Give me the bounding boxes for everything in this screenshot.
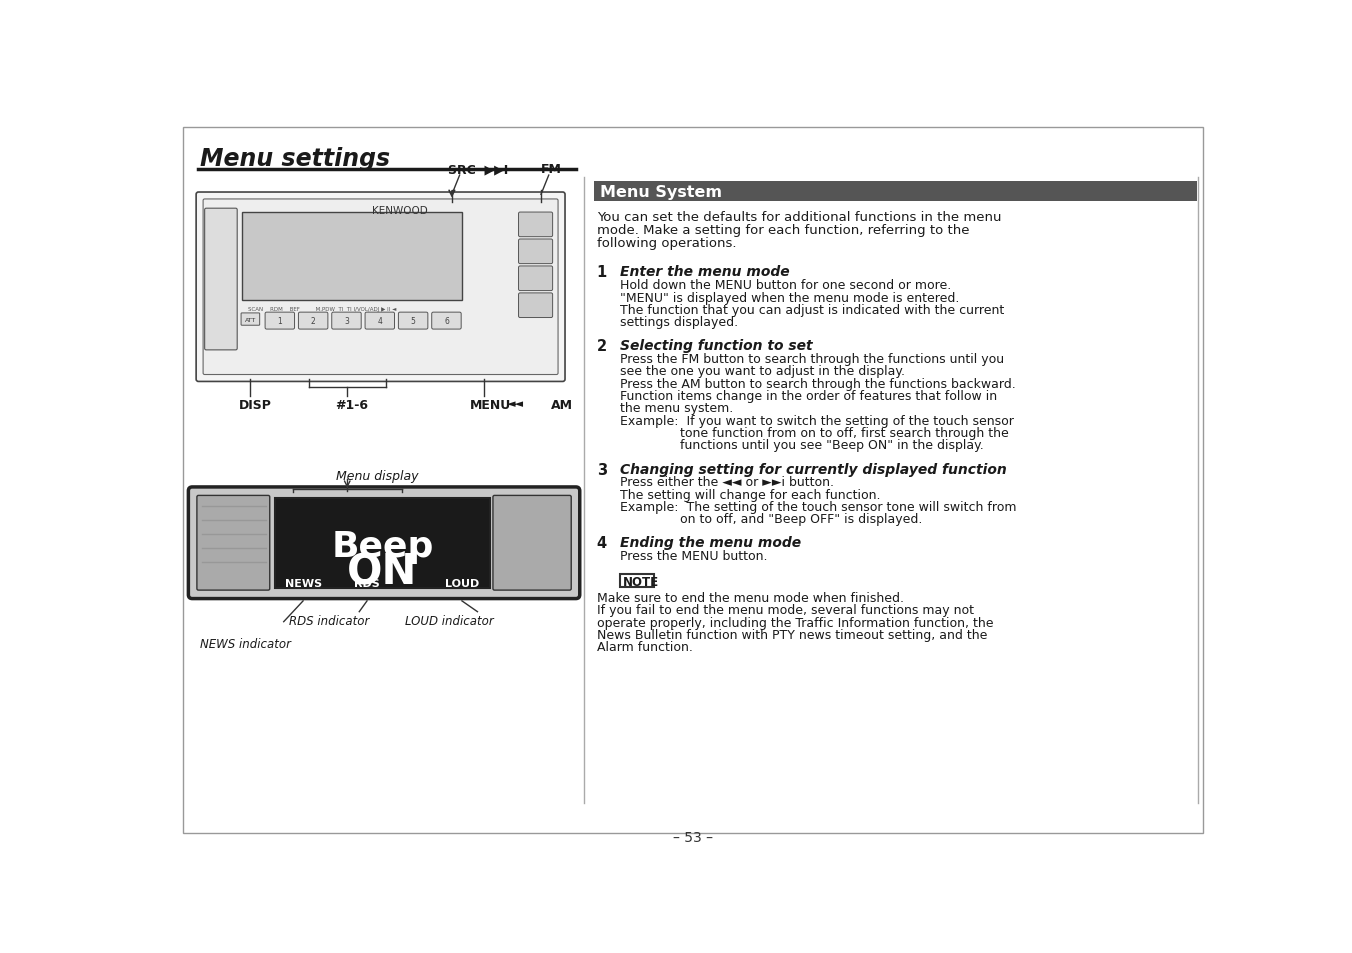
Text: Selecting function to set: Selecting function to set [621, 339, 813, 353]
Text: NEWS: NEWS [284, 578, 322, 588]
Text: 4: 4 [377, 316, 383, 326]
Text: LOUD indicator: LOUD indicator [406, 615, 493, 627]
Text: on to off, and "Beep OFF" is displayed.: on to off, and "Beep OFF" is displayed. [621, 513, 922, 526]
Text: Changing setting for currently displayed function: Changing setting for currently displayed… [621, 462, 1007, 476]
FancyBboxPatch shape [299, 313, 329, 330]
Text: You can set the defaults for additional functions in the menu: You can set the defaults for additional … [596, 211, 1002, 224]
FancyBboxPatch shape [519, 240, 553, 264]
Text: Menu display: Menu display [335, 470, 418, 483]
FancyBboxPatch shape [204, 209, 237, 351]
Text: Example:  If you want to switch the setting of the touch sensor: Example: If you want to switch the setti… [621, 415, 1014, 427]
FancyBboxPatch shape [242, 213, 462, 300]
Text: Ending the menu mode: Ending the menu mode [621, 536, 802, 550]
Text: If you fail to end the menu mode, several functions may not: If you fail to end the menu mode, severa… [596, 603, 973, 617]
Text: RDS indicator: RDS indicator [289, 615, 369, 627]
Text: operate properly, including the Traffic Information function, the: operate properly, including the Traffic … [596, 616, 994, 629]
Text: 6: 6 [443, 316, 449, 326]
Text: ON: ON [347, 551, 418, 593]
Text: The setting will change for each function.: The setting will change for each functio… [621, 488, 880, 501]
Text: #1-6: #1-6 [335, 399, 368, 412]
Text: FM: FM [541, 163, 562, 176]
FancyBboxPatch shape [594, 182, 1197, 202]
Text: Menu settings: Menu settings [200, 147, 391, 171]
Text: SCAN    RDM    BEF         M.PDW  TI  TI I/VOL/ADJ ▶ II ◄: SCAN RDM BEF M.PDW TI TI I/VOL/ADJ ▶ II … [249, 307, 396, 312]
Text: following operations.: following operations. [596, 236, 737, 250]
Text: KENWOOD: KENWOOD [372, 206, 427, 216]
Text: Beep: Beep [331, 530, 434, 563]
Text: 5: 5 [411, 316, 415, 326]
FancyBboxPatch shape [197, 496, 270, 591]
Text: – 53 –: – 53 – [673, 830, 713, 843]
Text: DISP: DISP [239, 399, 272, 412]
FancyBboxPatch shape [183, 129, 1203, 833]
FancyBboxPatch shape [265, 313, 295, 330]
FancyBboxPatch shape [203, 200, 558, 375]
FancyBboxPatch shape [399, 313, 427, 330]
FancyBboxPatch shape [621, 575, 654, 587]
Text: Hold down the MENU button for one second or more.: Hold down the MENU button for one second… [621, 279, 952, 292]
Text: AM: AM [552, 399, 573, 412]
FancyBboxPatch shape [331, 313, 361, 330]
Text: the menu system.: the menu system. [621, 402, 733, 415]
Text: 4: 4 [596, 536, 607, 551]
Text: ATT: ATT [245, 317, 256, 322]
Text: Example:  The setting of the touch sensor tone will switch from: Example: The setting of the touch sensor… [621, 500, 1017, 514]
FancyBboxPatch shape [241, 314, 260, 326]
Text: MENU: MENU [469, 399, 511, 412]
Text: Make sure to end the menu mode when finished.: Make sure to end the menu mode when fini… [596, 591, 903, 604]
Text: mode. Make a setting for each function, referring to the: mode. Make a setting for each function, … [596, 224, 969, 236]
Text: 2: 2 [311, 316, 315, 326]
Text: see the one you want to adjust in the display.: see the one you want to adjust in the di… [621, 365, 904, 378]
Text: LOUD: LOUD [445, 578, 479, 588]
FancyBboxPatch shape [365, 313, 395, 330]
FancyBboxPatch shape [431, 313, 461, 330]
Text: 3: 3 [343, 316, 349, 326]
Text: ◄◄: ◄◄ [507, 399, 523, 409]
Text: 3: 3 [596, 462, 607, 477]
Text: Menu System: Menu System [600, 185, 722, 199]
Text: Press either the ◄◄ or ►►i button.: Press either the ◄◄ or ►►i button. [621, 476, 834, 489]
FancyBboxPatch shape [519, 213, 553, 237]
Text: Press the MENU button.: Press the MENU button. [621, 550, 768, 562]
Text: NOTE: NOTE [623, 576, 660, 589]
Text: News Bulletin function with PTY news timeout setting, and the: News Bulletin function with PTY news tim… [596, 628, 987, 641]
Text: "MENU" is displayed when the menu mode is entered.: "MENU" is displayed when the menu mode i… [621, 292, 960, 304]
FancyBboxPatch shape [276, 498, 489, 588]
Text: settings displayed.: settings displayed. [621, 315, 738, 329]
FancyBboxPatch shape [519, 267, 553, 292]
Text: Function items change in the order of features that follow in: Function items change in the order of fe… [621, 390, 998, 403]
Text: The function that you can adjust is indicated with the current: The function that you can adjust is indi… [621, 304, 1005, 316]
Text: Press the FM button to search through the functions until you: Press the FM button to search through th… [621, 353, 1005, 366]
Text: Press the AM button to search through the functions backward.: Press the AM button to search through th… [621, 377, 1015, 391]
FancyBboxPatch shape [519, 294, 553, 318]
Text: functions until you see "Beep ON" in the display.: functions until you see "Beep ON" in the… [621, 439, 984, 452]
Text: tone function from on to off, first search through the: tone function from on to off, first sear… [621, 427, 1009, 439]
FancyBboxPatch shape [188, 487, 580, 598]
FancyBboxPatch shape [196, 193, 565, 382]
Text: NEWS indicator: NEWS indicator [200, 638, 291, 650]
Text: SRC  ▶▶I: SRC ▶▶I [448, 163, 508, 176]
Text: 1: 1 [277, 316, 283, 326]
Text: 1: 1 [596, 265, 607, 280]
Text: 2: 2 [596, 339, 607, 354]
FancyBboxPatch shape [493, 496, 572, 591]
Text: Alarm function.: Alarm function. [596, 640, 692, 654]
Text: RDS: RDS [354, 578, 380, 588]
Text: Enter the menu mode: Enter the menu mode [621, 265, 790, 279]
